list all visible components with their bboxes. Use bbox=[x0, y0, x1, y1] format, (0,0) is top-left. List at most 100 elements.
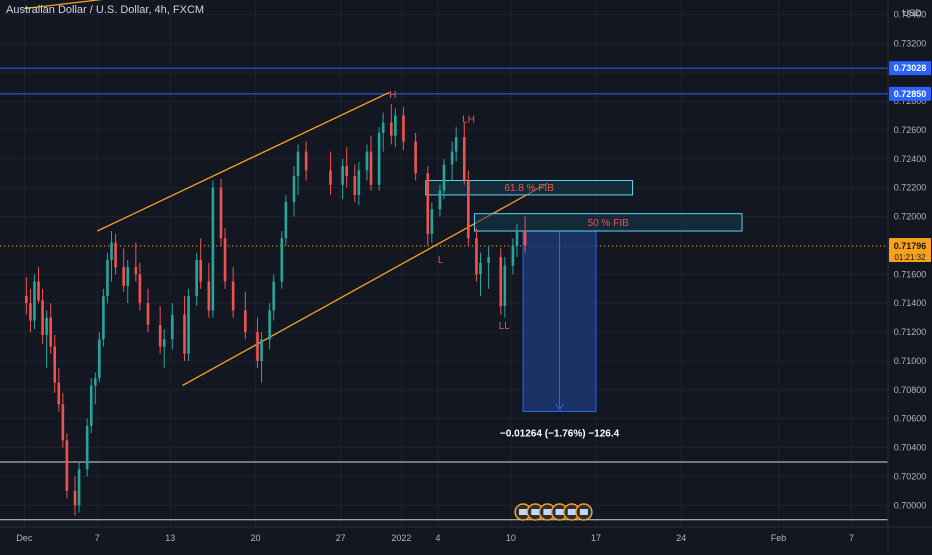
candle-body bbox=[296, 151, 300, 177]
candle-body bbox=[41, 300, 44, 335]
candle-body bbox=[487, 257, 490, 263]
time-axis[interactable]: Dec 7 13 20 27 2022 4 10 17 24 Feb 7 bbox=[0, 526, 932, 543]
current-price-tag bbox=[889, 238, 931, 263]
candle-body bbox=[29, 303, 32, 321]
candle-body bbox=[260, 339, 263, 361]
candle-body bbox=[85, 425, 89, 470]
economic-events[interactable] bbox=[514, 503, 593, 521]
trend-line bbox=[24, 0, 103, 10]
flag-event-icon bbox=[543, 509, 552, 515]
candle-body bbox=[53, 346, 57, 383]
candle-body bbox=[272, 281, 275, 311]
candle-body bbox=[122, 267, 125, 286]
candle-body bbox=[45, 317, 48, 335]
candle-body bbox=[511, 245, 515, 266]
candle-body bbox=[402, 115, 405, 142]
candle-body bbox=[292, 176, 296, 203]
candle-body bbox=[158, 324, 162, 347]
price-tick-label: 0.71200 bbox=[894, 327, 927, 337]
price-tick-label: 0.72600 bbox=[894, 125, 927, 135]
short-position-arrow-head bbox=[555, 403, 564, 411]
candle-body bbox=[345, 166, 348, 177]
candle-body bbox=[499, 257, 503, 307]
time-tick-label: Dec bbox=[16, 533, 33, 543]
price-axis[interactable]: USD0.734000.732000.730000.728000.726000.… bbox=[887, 0, 932, 550]
candle-body bbox=[304, 151, 308, 171]
candle-body bbox=[284, 202, 288, 239]
chart-title: Australian Dollar / U.S. Dollar, 4h, FXC… bbox=[6, 4, 205, 16]
channel-upper-line bbox=[97, 91, 390, 232]
candle-body bbox=[389, 122, 393, 136]
fib-zone-label: 61.8 % FIB bbox=[504, 183, 554, 194]
price-tick-label: 0.71600 bbox=[894, 269, 927, 279]
time-tick-label: 7 bbox=[95, 533, 100, 543]
candle-body bbox=[102, 295, 105, 340]
swing-label: LH bbox=[462, 115, 475, 126]
candle-body bbox=[93, 378, 97, 386]
candle-body bbox=[223, 238, 227, 282]
flag-event-icon bbox=[555, 509, 564, 515]
candle-body bbox=[73, 490, 77, 506]
candles-layer bbox=[25, 103, 527, 516]
candle-body bbox=[231, 281, 235, 311]
candle-body bbox=[523, 231, 527, 246]
time-tick-label: Feb bbox=[771, 533, 787, 543]
candle-body bbox=[110, 242, 113, 260]
candle-body bbox=[211, 187, 215, 311]
candle-body bbox=[280, 238, 284, 282]
candle-body bbox=[369, 151, 373, 185]
candle-body bbox=[244, 310, 247, 333]
candle-body bbox=[438, 190, 442, 210]
candle-body bbox=[430, 209, 434, 234]
price-tick-label: 0.72000 bbox=[894, 212, 927, 222]
candle-body bbox=[33, 281, 36, 321]
level-price-label: 0.72850 bbox=[894, 89, 927, 99]
candle-body bbox=[126, 267, 130, 286]
candle-body bbox=[61, 404, 65, 441]
swing-label: LL bbox=[499, 321, 511, 332]
swing-label: L bbox=[438, 255, 444, 266]
candle-body bbox=[114, 242, 117, 268]
candle-body bbox=[146, 303, 150, 325]
time-tick-label: 20 bbox=[250, 533, 260, 543]
candle-body bbox=[503, 265, 507, 307]
candle-body bbox=[57, 382, 61, 405]
candle-body bbox=[450, 151, 454, 165]
candle-body bbox=[138, 274, 142, 304]
candle-body bbox=[187, 295, 190, 354]
candle-body bbox=[394, 115, 397, 136]
level-price-label: 0.73028 bbox=[894, 63, 927, 73]
candle-body bbox=[377, 132, 381, 185]
flag-event-icon bbox=[531, 509, 540, 515]
price-tick-label: 0.73400 bbox=[894, 9, 927, 19]
candle-body bbox=[256, 332, 259, 361]
time-tick-label: 17 bbox=[591, 533, 601, 543]
candle-body bbox=[207, 281, 211, 311]
drawings-layer[interactable] bbox=[24, 0, 743, 412]
candle-body bbox=[479, 262, 482, 275]
time-tick-label: 13 bbox=[165, 533, 175, 543]
fib-zone-box bbox=[425, 179, 634, 196]
candle-body bbox=[195, 259, 198, 296]
price-tick-label: 0.71000 bbox=[894, 356, 927, 366]
time-tick-label: 4 bbox=[435, 533, 440, 543]
candle-body bbox=[467, 180, 470, 239]
candle-body bbox=[37, 281, 40, 301]
candle-body bbox=[353, 176, 357, 195]
fib-zone-label: 50 % FIB bbox=[588, 218, 629, 229]
price-tick-label: 0.70800 bbox=[894, 385, 927, 395]
price-tick-label: 0.70000 bbox=[894, 500, 927, 510]
price-tick-label: 0.70400 bbox=[894, 443, 927, 453]
candle-body bbox=[462, 137, 466, 181]
short-position-label: −0.01264 (−1.76%) −126.4 bbox=[500, 428, 620, 439]
horizontal-levels[interactable] bbox=[0, 67, 888, 521]
candle-body bbox=[426, 173, 430, 234]
time-tick-label: 27 bbox=[336, 533, 346, 543]
candle-body bbox=[365, 151, 369, 171]
price-tick-label: 0.72200 bbox=[894, 183, 927, 193]
candle-body bbox=[89, 385, 93, 426]
price-tick-label: 0.72400 bbox=[894, 154, 927, 164]
flag-event-icon bbox=[579, 509, 588, 515]
